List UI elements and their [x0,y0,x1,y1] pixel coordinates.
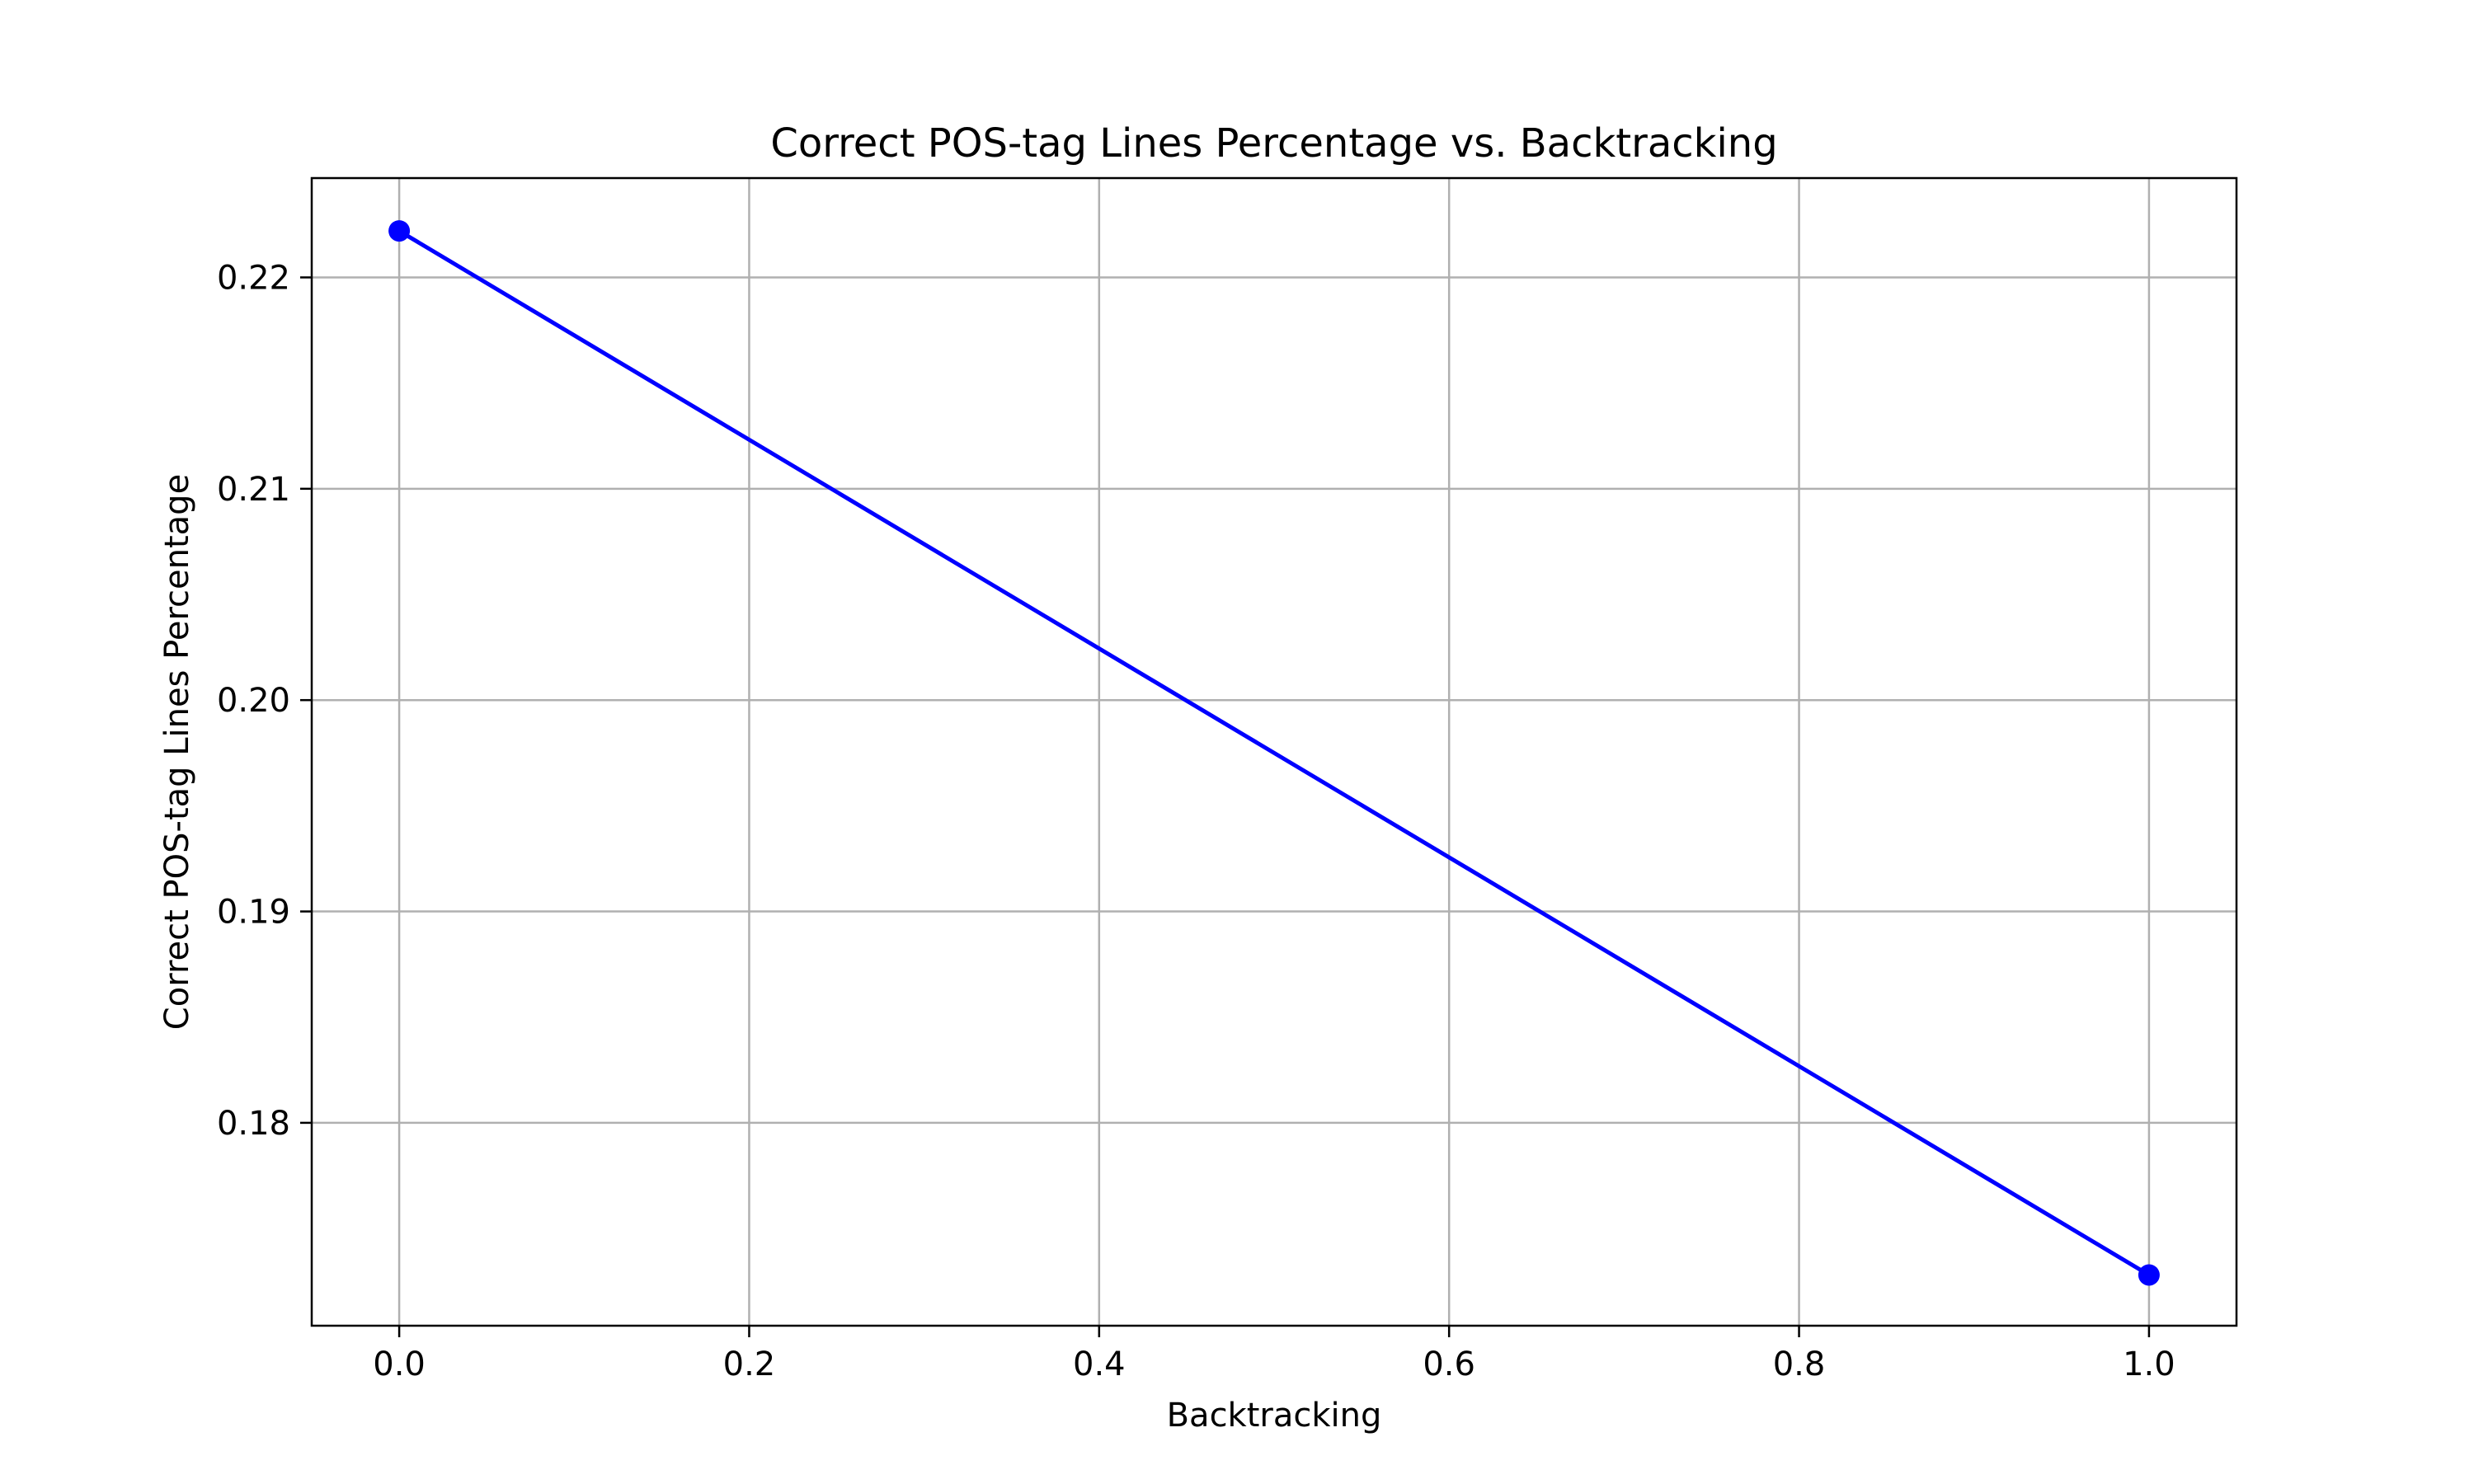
y-tick-label: 0.20 [217,682,290,720]
data-point-marker [2138,1264,2160,1286]
y-tick-label: 0.22 [217,259,290,297]
x-tick-label: 0.0 [373,1345,426,1383]
x-tick-label: 0.8 [1773,1345,1826,1383]
y-tick-label: 0.21 [217,471,290,509]
x-tick-label: 0.4 [1073,1345,1126,1383]
data-point-marker [388,220,411,242]
series-layer [388,220,2160,1286]
y-axis-label: Correct POS-tag Lines Percentage [158,474,196,1030]
x-tick-label: 0.6 [1423,1345,1475,1383]
x-tick-label: 1.0 [2123,1345,2175,1383]
y-tick-label: 0.18 [217,1105,290,1143]
x-tick-label: 0.2 [723,1345,776,1383]
chart-title: Correct POS-tag Lines Percentage vs. Bac… [770,120,1777,167]
grid [312,178,2236,1326]
x-axis-label: Backtracking [1167,1397,1382,1435]
axis-ticks: 0.0 0.2 0.4 0.6 0.8 1.0 0.18 0.19 0.20 0.21 0.22 [217,259,2175,1383]
series-line [396,228,2152,1278]
plot-frame [310,176,2238,1327]
y-tick-label: 0.19 [217,894,290,932]
